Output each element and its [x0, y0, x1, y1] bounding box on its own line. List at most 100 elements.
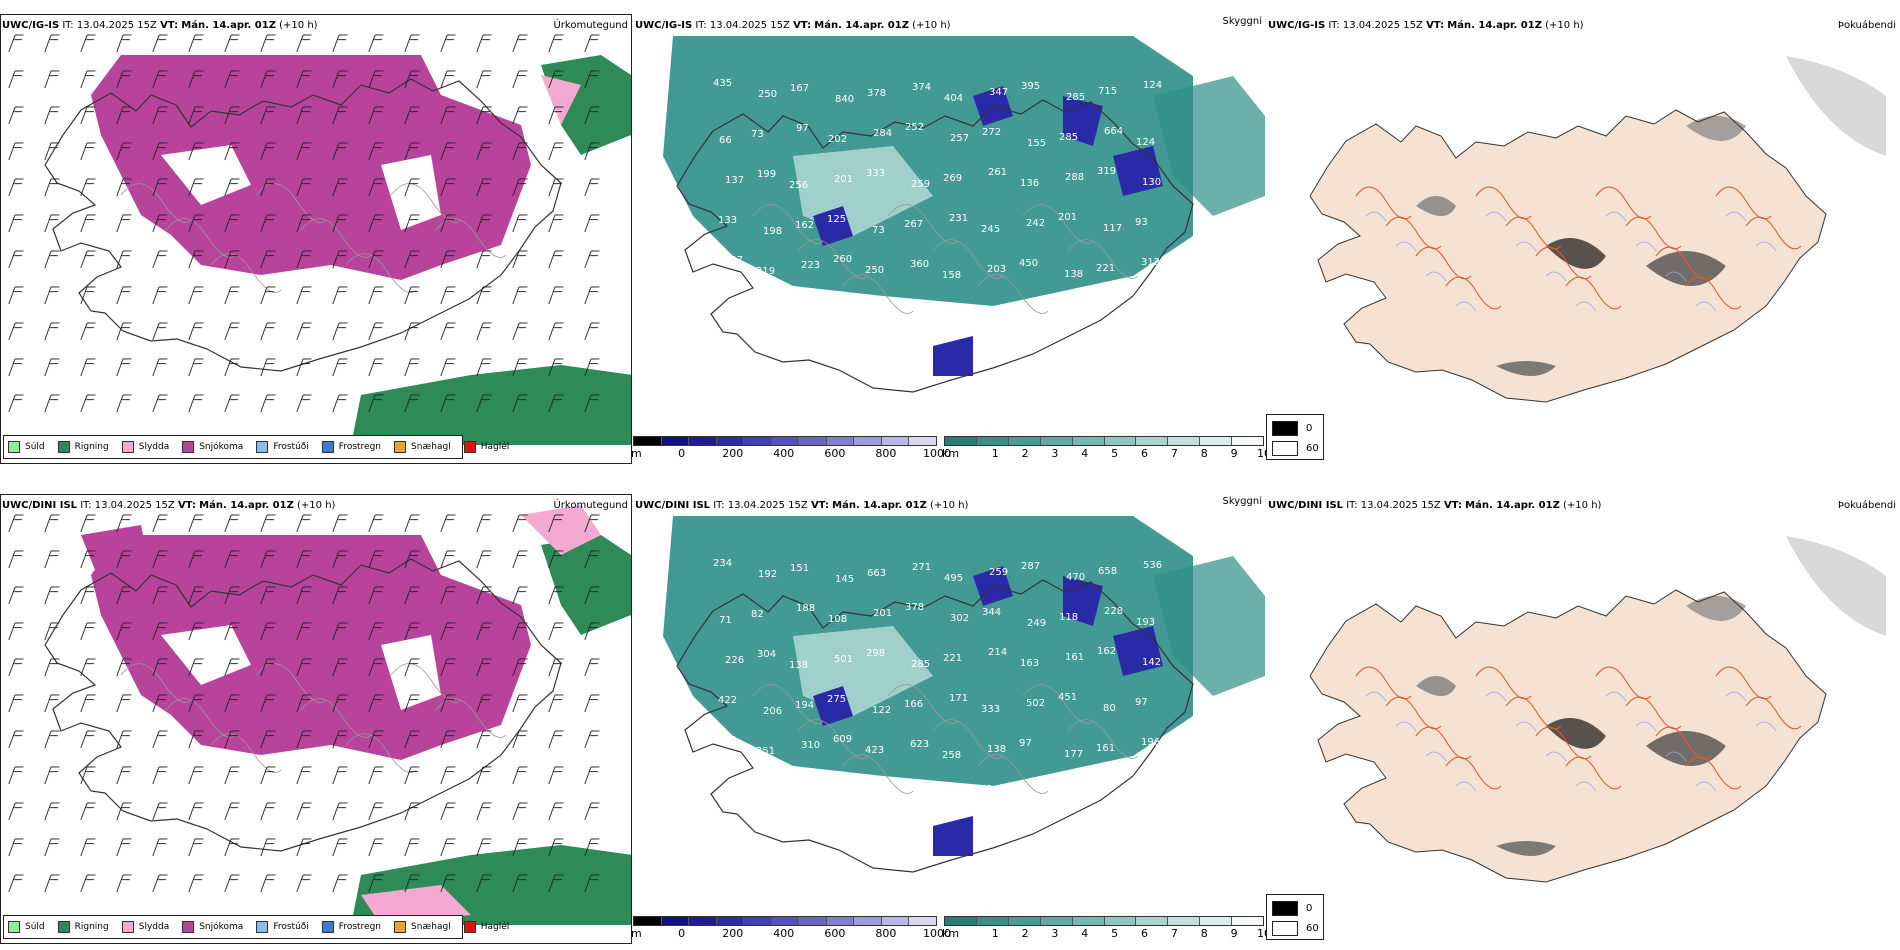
cloud-base-label: 124: [1136, 137, 1155, 148]
cloud-base-label: 285: [911, 659, 930, 670]
cloud-base-label: 171: [949, 693, 968, 704]
cloud-base-label: 228: [1104, 606, 1123, 617]
legend-label: Frostregn: [338, 442, 382, 452]
colorbar-tick-label: 3: [1051, 447, 1059, 460]
precip-heading-dini: Úrkomutegund: [553, 500, 628, 511]
cloud-base-label: 223: [801, 260, 820, 271]
legend-label: Haglél: [480, 442, 510, 452]
cloud-base-label: 285: [1066, 92, 1085, 103]
iceland-land: [1309, 109, 1827, 403]
legend-label: Snjókoma: [199, 922, 244, 932]
cloud-base-label: 108: [828, 614, 847, 625]
colorbar-cell: [1168, 437, 1201, 445]
cloud-base-label: 269: [943, 173, 962, 184]
visibility-field: [663, 36, 1265, 376]
fog-index-legend: 0 60: [1266, 414, 1324, 460]
fog-legend-row: 60: [1272, 921, 1319, 936]
fog-legend-swatch: [1272, 421, 1298, 436]
cloud-base-label: 261: [988, 167, 1007, 178]
cloud-base-label: 79: [724, 735, 737, 746]
cloud-base-label: 258: [942, 750, 961, 761]
cloud-base-label: 298: [866, 648, 885, 659]
cloud-base-label: 288: [1065, 172, 1084, 183]
cloud-base-label: 97: [1019, 738, 1032, 749]
cloud-base-label: 304: [757, 649, 776, 660]
colorbar-cell: [854, 917, 882, 925]
cloud-base-labels: 234 192 151 145 663 271 495 259 287 470 658 536 71 82…: [713, 558, 1162, 803]
colorbar-cell: [1104, 437, 1137, 445]
cloud-base-label: 137: [725, 175, 744, 186]
legend-label: Frostregn: [338, 922, 382, 932]
colorbar-tick-label: 200: [722, 447, 744, 460]
cloud-base-label: 451: [1058, 692, 1077, 703]
cloud-map-canvas: 435 250 167 840 378 374 404 347 395 285 715 124 66 73…: [663, 36, 1265, 393]
cloud-base-label: 609: [833, 734, 852, 745]
colorbar-cell: [716, 437, 745, 445]
cloud-base-label: 267: [904, 219, 923, 230]
cloud-base-label: 193: [1136, 617, 1155, 628]
cloud-base-label: 224: [871, 785, 890, 796]
visibility-field: [663, 516, 1265, 856]
colorbar-cell: [1072, 917, 1105, 925]
legend-swatch: [57, 441, 70, 453]
cloud-base-label: 249: [1027, 618, 1046, 629]
cloud-base-label: 99: [794, 780, 807, 791]
cloud-base-label: 259: [911, 179, 930, 190]
cloud-base-label: 271: [912, 562, 931, 573]
legend-swatch: [321, 441, 334, 453]
cloud-base-label: 284: [873, 128, 892, 139]
cloud-base-label: 715: [1098, 86, 1117, 97]
cloud-base-label: 108: [794, 300, 813, 311]
fog-legend-row: 0: [1272, 901, 1312, 916]
fog-legend-swatch: [1272, 441, 1298, 456]
legend-label: Snjókoma: [199, 442, 244, 452]
cloud-base-label: 374: [912, 82, 931, 93]
colorbar-cell: [881, 917, 910, 925]
colorbar-tick-label: 600: [824, 927, 846, 940]
colorbar-cell: [1008, 917, 1041, 925]
precip-type-legend: Súld Rigning Slydda Snjókoma Frostúði Frostre…: [3, 435, 509, 459]
cloud-base-label: 206: [763, 706, 782, 717]
precip-map-canvas: [8, 505, 631, 925]
cloud-base-label: 302: [950, 613, 969, 624]
precip-areas: [81, 505, 631, 925]
cloud-base-label: 285: [1059, 132, 1078, 143]
colorbar-cell: [854, 437, 882, 445]
colorbar-tick-label: 6: [1141, 447, 1149, 460]
cloud-base-label: 435: [713, 78, 732, 89]
colorbar-tick-label: 9: [1230, 927, 1238, 940]
cloud-base-label: 138: [987, 744, 1006, 755]
colorbar-tick-label: 4: [1081, 927, 1089, 940]
legend-label: Frostúði: [273, 922, 309, 932]
cloud-base-label: 450: [1019, 258, 1038, 269]
cloud-base-label: 117: [1103, 223, 1122, 234]
cloud-base-label: 151: [790, 563, 809, 574]
cloud-base-label: 259: [989, 567, 1008, 578]
cloud-base-label: 234: [713, 558, 732, 569]
legend-swatch: [57, 921, 70, 933]
cloud-title-igis: UWC/IG-IS IT: 13.04.2025 15Z VT: Mán. 14…: [635, 20, 951, 31]
colorbar-labels: m 0 200 400 600 800 1000: [631, 446, 951, 460]
colorbar-tick-label: 400: [773, 447, 795, 460]
cloud-base-label: 73: [872, 225, 885, 236]
fog-title-dini: UWC/DINI ISL IT: 13.04.2025 15Z VT: Mán.…: [1268, 500, 1602, 511]
cloud-base-label: 161: [1096, 743, 1115, 754]
colorbar-tick-label: 9: [1230, 447, 1238, 460]
colorbar-cell: [1136, 437, 1169, 445]
cloud-base-label: 198: [763, 226, 782, 237]
colorbar-cell: [976, 917, 1009, 925]
fog-legend-swatch: [1272, 921, 1298, 936]
legend-item: Frostúði: [256, 441, 309, 453]
fog-legend-value: 0: [1306, 423, 1313, 434]
legend-item: Snæhagl: [394, 441, 451, 453]
colorbar-tick-label: 200: [722, 927, 744, 940]
cloud-base-label: 395: [1021, 81, 1040, 92]
cloud-base-label: 664: [1104, 126, 1123, 137]
fog-legend-swatch: [1272, 901, 1298, 916]
fog-heading-igis: Þokuábendi: [1837, 20, 1896, 31]
legend-label: Súld: [25, 442, 45, 452]
cloud-base-label: 422: [718, 695, 737, 706]
legend-swatch: [256, 921, 269, 933]
colorbar-cell: [634, 917, 662, 925]
colorbar-unit: km: [942, 447, 960, 460]
